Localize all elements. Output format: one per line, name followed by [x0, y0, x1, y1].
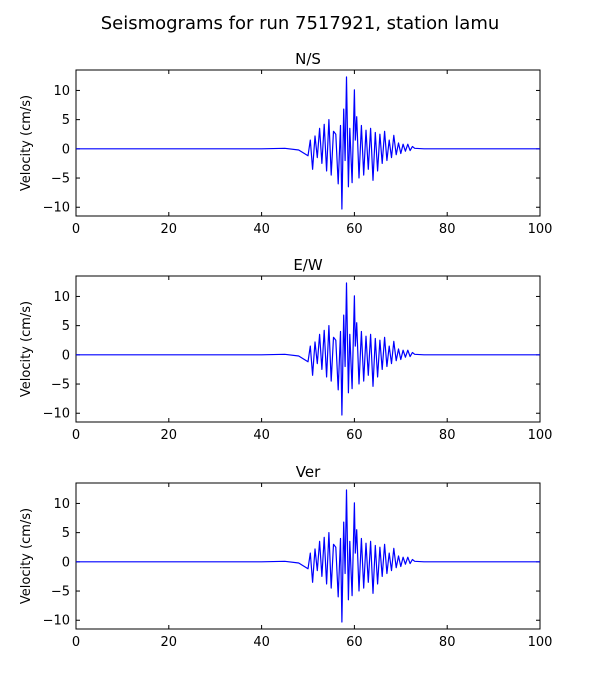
- velocity-trace: [76, 282, 540, 416]
- panel-ew: E/W Velocity (cm/s) 0 20 40 60 80 100 −10 −5 0 5 10: [19, 256, 552, 443]
- x-tick-label: 80: [439, 428, 456, 443]
- y-tick-label: −5: [51, 585, 70, 600]
- y-axis-label: Velocity (cm/s): [19, 95, 34, 191]
- y-tick-label: 10: [53, 290, 70, 305]
- x-tick-label: 0: [72, 222, 80, 237]
- y-axis-label: Velocity (cm/s): [19, 301, 34, 397]
- y-tick-label: 10: [53, 84, 70, 99]
- x-tick-label: 80: [439, 635, 456, 650]
- x-tick-label: 0: [72, 428, 80, 443]
- plot-area: [75, 69, 541, 217]
- figure-title: Seismograms for run 7517921, station lam…: [101, 13, 500, 34]
- x-tick-label: 100: [528, 222, 553, 237]
- y-tick-label: 5: [62, 526, 70, 541]
- plot-area: [75, 275, 541, 423]
- x-tick-label: 60: [346, 222, 363, 237]
- velocity-trace: [76, 489, 540, 623]
- x-tick-label: 20: [161, 222, 178, 237]
- panel-ns: N/S Velocity (cm/s) 0 20 40 60 80 100 −10 −5 0 5 10: [19, 50, 552, 237]
- velocity-trace: [76, 76, 540, 210]
- x-tick-label: 80: [439, 222, 456, 237]
- y-tick-label: 5: [62, 113, 70, 128]
- x-tick-label: 40: [253, 635, 270, 650]
- x-tick-label: 40: [253, 222, 270, 237]
- x-tick-label: 100: [528, 635, 553, 650]
- x-tick-label: 20: [161, 635, 178, 650]
- y-tick-label: 0: [62, 555, 70, 570]
- panel-title: Ver: [296, 463, 321, 481]
- plot-area: [75, 482, 541, 630]
- y-tick-label: 5: [62, 319, 70, 334]
- panel-title: E/W: [293, 256, 323, 274]
- y-tick-label: −10: [43, 407, 70, 422]
- y-tick-label: 0: [62, 348, 70, 363]
- panel-title: N/S: [295, 50, 321, 68]
- x-tick-label: 60: [346, 635, 363, 650]
- y-tick-label: −10: [43, 614, 70, 629]
- y-tick-label: −10: [43, 201, 70, 216]
- y-tick-label: 10: [53, 497, 70, 512]
- x-tick-label: 100: [528, 428, 553, 443]
- y-tick-label: −5: [51, 378, 70, 393]
- y-axis-label: Velocity (cm/s): [19, 508, 34, 604]
- x-tick-label: 0: [72, 635, 80, 650]
- x-tick-label: 20: [161, 428, 178, 443]
- y-tick-label: 0: [62, 142, 70, 157]
- x-tick-label: 40: [253, 428, 270, 443]
- x-tick-label: 60: [346, 428, 363, 443]
- y-tick-label: −5: [51, 172, 70, 187]
- panel-ver: Ver Velocity (cm/s) 0 20 40 60 80 100 −10 −5 0 5 10: [19, 463, 552, 650]
